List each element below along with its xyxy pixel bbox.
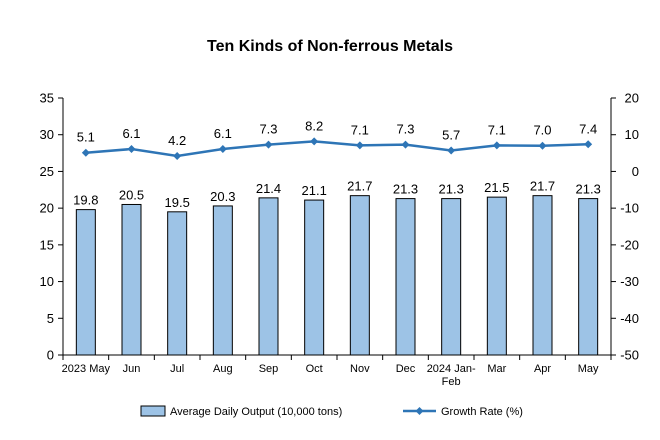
legend: Average Daily Output (10,000 tons) Growth… [140, 405, 523, 418]
left-tick-label: 35 [40, 91, 54, 106]
right-tick-label: -30 [620, 274, 639, 289]
line-data-label: 6.1 [214, 126, 232, 141]
line-data-label: 7.4 [579, 121, 597, 136]
line-data-label: 7.1 [488, 122, 506, 137]
bar [258, 197, 279, 356]
right-tick-label: -40 [620, 311, 639, 326]
bar [486, 196, 507, 356]
left-tick-label: 0 [47, 348, 54, 363]
chart-title: Ten Kinds of Non-ferrous Metals [207, 38, 453, 55]
line-data-label: 7.1 [351, 122, 369, 137]
left-tick-label: 10 [40, 274, 54, 289]
axes-layer: 0 5 10 15 20 25 30 35 -50 -40 -30 -20 -10 0 10 20 2023 M… [40, 91, 639, 389]
bar-data-label: 20.5 [119, 187, 144, 202]
legend-line-marker [415, 407, 424, 415]
right-tick-label: 10 [625, 127, 639, 142]
left-tick-label: 5 [47, 311, 54, 326]
bar [441, 198, 462, 356]
line-marker [538, 141, 547, 150]
x-tick-label: May [578, 363, 599, 375]
bar-data-label: 20.3 [210, 189, 235, 204]
bar-data-label: 19.8 [73, 193, 98, 208]
bar [75, 209, 96, 356]
bar-data-label: 21.7 [530, 179, 555, 194]
x-tick-label: 2023 May [62, 363, 111, 375]
line-marker [492, 141, 501, 150]
line-marker [218, 145, 227, 154]
growth-rate-line [85, 140, 589, 158]
x-tick-label: Sep [259, 363, 279, 375]
line-marker [173, 152, 182, 161]
line-data-label: 7.3 [259, 122, 277, 137]
bar-data-label: 21.1 [302, 183, 327, 198]
x-tick-label: Oct [306, 363, 323, 375]
bar [349, 195, 370, 356]
bar [578, 198, 599, 356]
x-tick-label: Jun [123, 363, 141, 375]
legend-bar-swatch [140, 405, 166, 417]
line-data-label: 7.0 [533, 123, 551, 138]
bar [304, 199, 325, 356]
bar-data-label: 21.3 [576, 182, 601, 197]
line-marker [127, 145, 136, 154]
bars-layer [75, 195, 599, 356]
legend-line-label: Growth Rate (%) [441, 406, 523, 418]
line-marker [355, 141, 364, 150]
bar [167, 211, 188, 356]
bar [121, 203, 142, 356]
right-tick-label: 20 [625, 91, 639, 106]
line-data-label: 8.2 [305, 118, 323, 133]
right-tick-label: 0 [632, 164, 639, 179]
right-tick-label: -10 [620, 201, 639, 216]
line-marker [310, 137, 319, 146]
bar [212, 205, 233, 356]
bar-data-label: 21.7 [347, 179, 372, 194]
x-tick-label: Mar [487, 363, 506, 375]
left-tick-label: 30 [40, 127, 54, 142]
line-marker [584, 140, 593, 149]
legend-bar-label: Average Daily Output (10,000 tons) [170, 406, 342, 418]
x-tick-label: Apr [534, 363, 551, 375]
bar-data-label: 19.5 [165, 195, 190, 210]
bar-data-label: 21.3 [439, 182, 464, 197]
line-data-label: 5.1 [77, 130, 95, 145]
right-tick-label: -50 [620, 348, 639, 363]
bar [395, 198, 416, 356]
labels-layer: 19.8 20.5 19.5 20.3 21.4 21.1 21.7 21.3 21.3 21.5… [73, 118, 601, 209]
line-layer [81, 137, 593, 161]
bar-data-label: 21.5 [484, 180, 509, 195]
x-tick-label: Aug [213, 363, 233, 375]
x-tick-label: Feb [442, 376, 461, 388]
left-tick-label: 25 [40, 164, 54, 179]
left-tick-label: 15 [40, 237, 54, 252]
x-tick-label: Nov [350, 363, 370, 375]
line-data-label: 7.3 [396, 122, 414, 137]
line-marker [264, 140, 273, 149]
line-marker [447, 146, 456, 155]
line-marker [401, 140, 410, 149]
x-tick-label: 2024 Jan- [427, 363, 476, 375]
x-tick-label: Dec [396, 363, 416, 375]
line-data-label: 4.2 [168, 133, 186, 148]
line-marker [81, 148, 90, 157]
line-data-label: 5.7 [442, 128, 460, 143]
right-tick-label: -20 [620, 237, 639, 252]
left-tick-label: 20 [40, 201, 54, 216]
bar-data-label: 21.3 [393, 182, 418, 197]
line-data-label: 6.1 [122, 126, 140, 141]
bar [532, 195, 553, 356]
bar-data-label: 21.4 [256, 181, 281, 196]
x-tick-label: Jul [170, 363, 184, 375]
